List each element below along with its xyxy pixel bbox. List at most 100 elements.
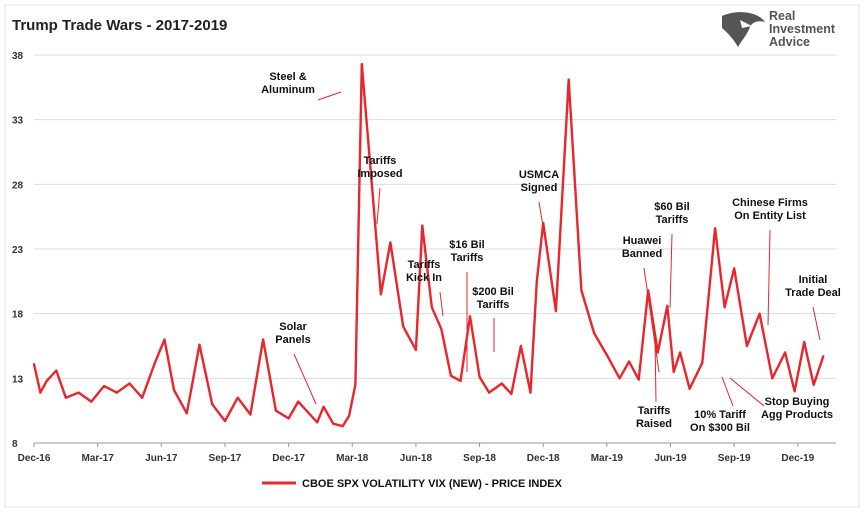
data-point <box>488 391 491 394</box>
x-axis-ticks: Dec-16 Mar-17 Jun-17 Sep-17 Dec-17 Mar-18 Jun-… <box>18 443 815 464</box>
series-line-vix <box>32 62 825 428</box>
annotation-label: Chinese Firms <box>732 197 808 209</box>
annotation-label: Initial <box>799 274 828 286</box>
data-point <box>379 293 382 296</box>
series-layer <box>32 62 825 428</box>
annotation-label: Banned <box>622 248 662 260</box>
annotation-leader <box>729 377 765 407</box>
data-point <box>449 374 452 377</box>
x-tick-label: Sep-17 <box>209 453 242 464</box>
x-tick-label: Sep-19 <box>718 453 751 464</box>
logo: Real Investment Advice <box>722 9 836 49</box>
data-point <box>262 338 265 341</box>
y-tick-label: 13 <box>12 374 24 385</box>
data-point <box>223 419 227 423</box>
annotation-label: Tariffs <box>408 259 441 271</box>
data-point <box>666 304 669 307</box>
data-point <box>389 241 392 244</box>
data-point <box>745 344 749 348</box>
legend: CBOE SPX VOLATILITY VIX (NEW) - PRICE IN… <box>262 478 563 490</box>
data-point <box>45 379 48 382</box>
data-point <box>370 176 373 179</box>
y-tick-label: 33 <box>12 116 24 127</box>
annotation-label: On $300 Bil <box>690 422 750 434</box>
annotation-label: Solar <box>279 321 307 333</box>
x-tick-label: Mar-19 <box>591 453 624 464</box>
logo-line-2: Investment <box>769 22 836 36</box>
data-point <box>236 396 239 399</box>
annotation-label: Tariffs <box>656 214 689 226</box>
annotation-label: USMCA <box>519 169 559 181</box>
data-point <box>459 379 462 382</box>
chart-title: Trump Trade Wars - 2017-2019 <box>12 17 227 34</box>
y-axis-ticks: 8 13 18 23 28 33 38 <box>12 51 24 450</box>
data-point <box>39 391 42 394</box>
y-tick-label: 23 <box>12 245 24 256</box>
data-point <box>580 289 583 292</box>
x-tick-label: Mar-18 <box>336 453 369 464</box>
annotation-label: Panels <box>275 334 310 346</box>
data-point <box>535 280 538 283</box>
annotation-label: Imposed <box>357 168 402 180</box>
data-point <box>440 328 443 331</box>
data-point <box>688 387 691 390</box>
data-point <box>628 360 631 363</box>
annotation-label: Stop Buying <box>765 396 830 408</box>
data-point <box>500 382 503 385</box>
annotation-leader <box>654 337 657 403</box>
x-tick-label: Dec-18 <box>527 453 560 464</box>
annotation-leader <box>538 201 548 251</box>
data-point <box>593 332 596 335</box>
data-point <box>102 385 106 388</box>
data-point <box>90 400 93 403</box>
annotation-label: Agg Products <box>761 409 833 421</box>
data-point <box>618 377 621 380</box>
data-point <box>637 378 640 381</box>
data-point <box>758 312 761 315</box>
x-tick-label: Dec-19 <box>781 453 814 464</box>
data-point <box>784 351 787 354</box>
data-point <box>430 306 433 309</box>
data-point <box>701 361 704 364</box>
annotation-label: Tariffs <box>364 155 397 167</box>
logo-line-1: Real <box>769 9 795 23</box>
logo-line-3: Advice <box>769 35 810 49</box>
data-point <box>793 390 796 393</box>
data-point <box>64 396 67 399</box>
data-point <box>332 422 335 425</box>
annotation-leader <box>812 306 821 341</box>
data-point <box>341 425 344 428</box>
data-point <box>163 338 166 341</box>
data-point <box>656 351 659 354</box>
annotation-label: $200 Bil <box>472 286 514 298</box>
annotation-leader <box>376 187 381 225</box>
eagle-head-icon <box>722 12 765 47</box>
data-point <box>723 306 726 309</box>
x-tick-label: Jun-19 <box>654 453 687 464</box>
annotation-label: Raised <box>636 418 672 430</box>
annotations-layer: Steel &AluminumTariffsImposedTariffsKick… <box>261 71 841 434</box>
data-point <box>679 351 682 354</box>
data-point <box>115 391 118 394</box>
gridlines <box>34 54 836 379</box>
x-tick-label: Mar-17 <box>82 453 115 464</box>
data-point <box>402 325 405 328</box>
x-tick-label: Jun-17 <box>145 453 178 464</box>
annotation-label: Signed <box>521 182 558 194</box>
data-point <box>714 227 717 230</box>
data-point <box>803 341 806 344</box>
data-point <box>519 344 523 348</box>
annotation-leader <box>317 91 342 101</box>
data-point <box>478 375 481 379</box>
legend-label: CBOE SPX VOLATILITY VIX (NEW) - PRICE IN… <box>302 478 563 490</box>
annotation-leader <box>767 229 771 326</box>
data-point <box>733 267 736 270</box>
data-point <box>153 361 156 364</box>
y-tick-label: 38 <box>12 51 24 62</box>
